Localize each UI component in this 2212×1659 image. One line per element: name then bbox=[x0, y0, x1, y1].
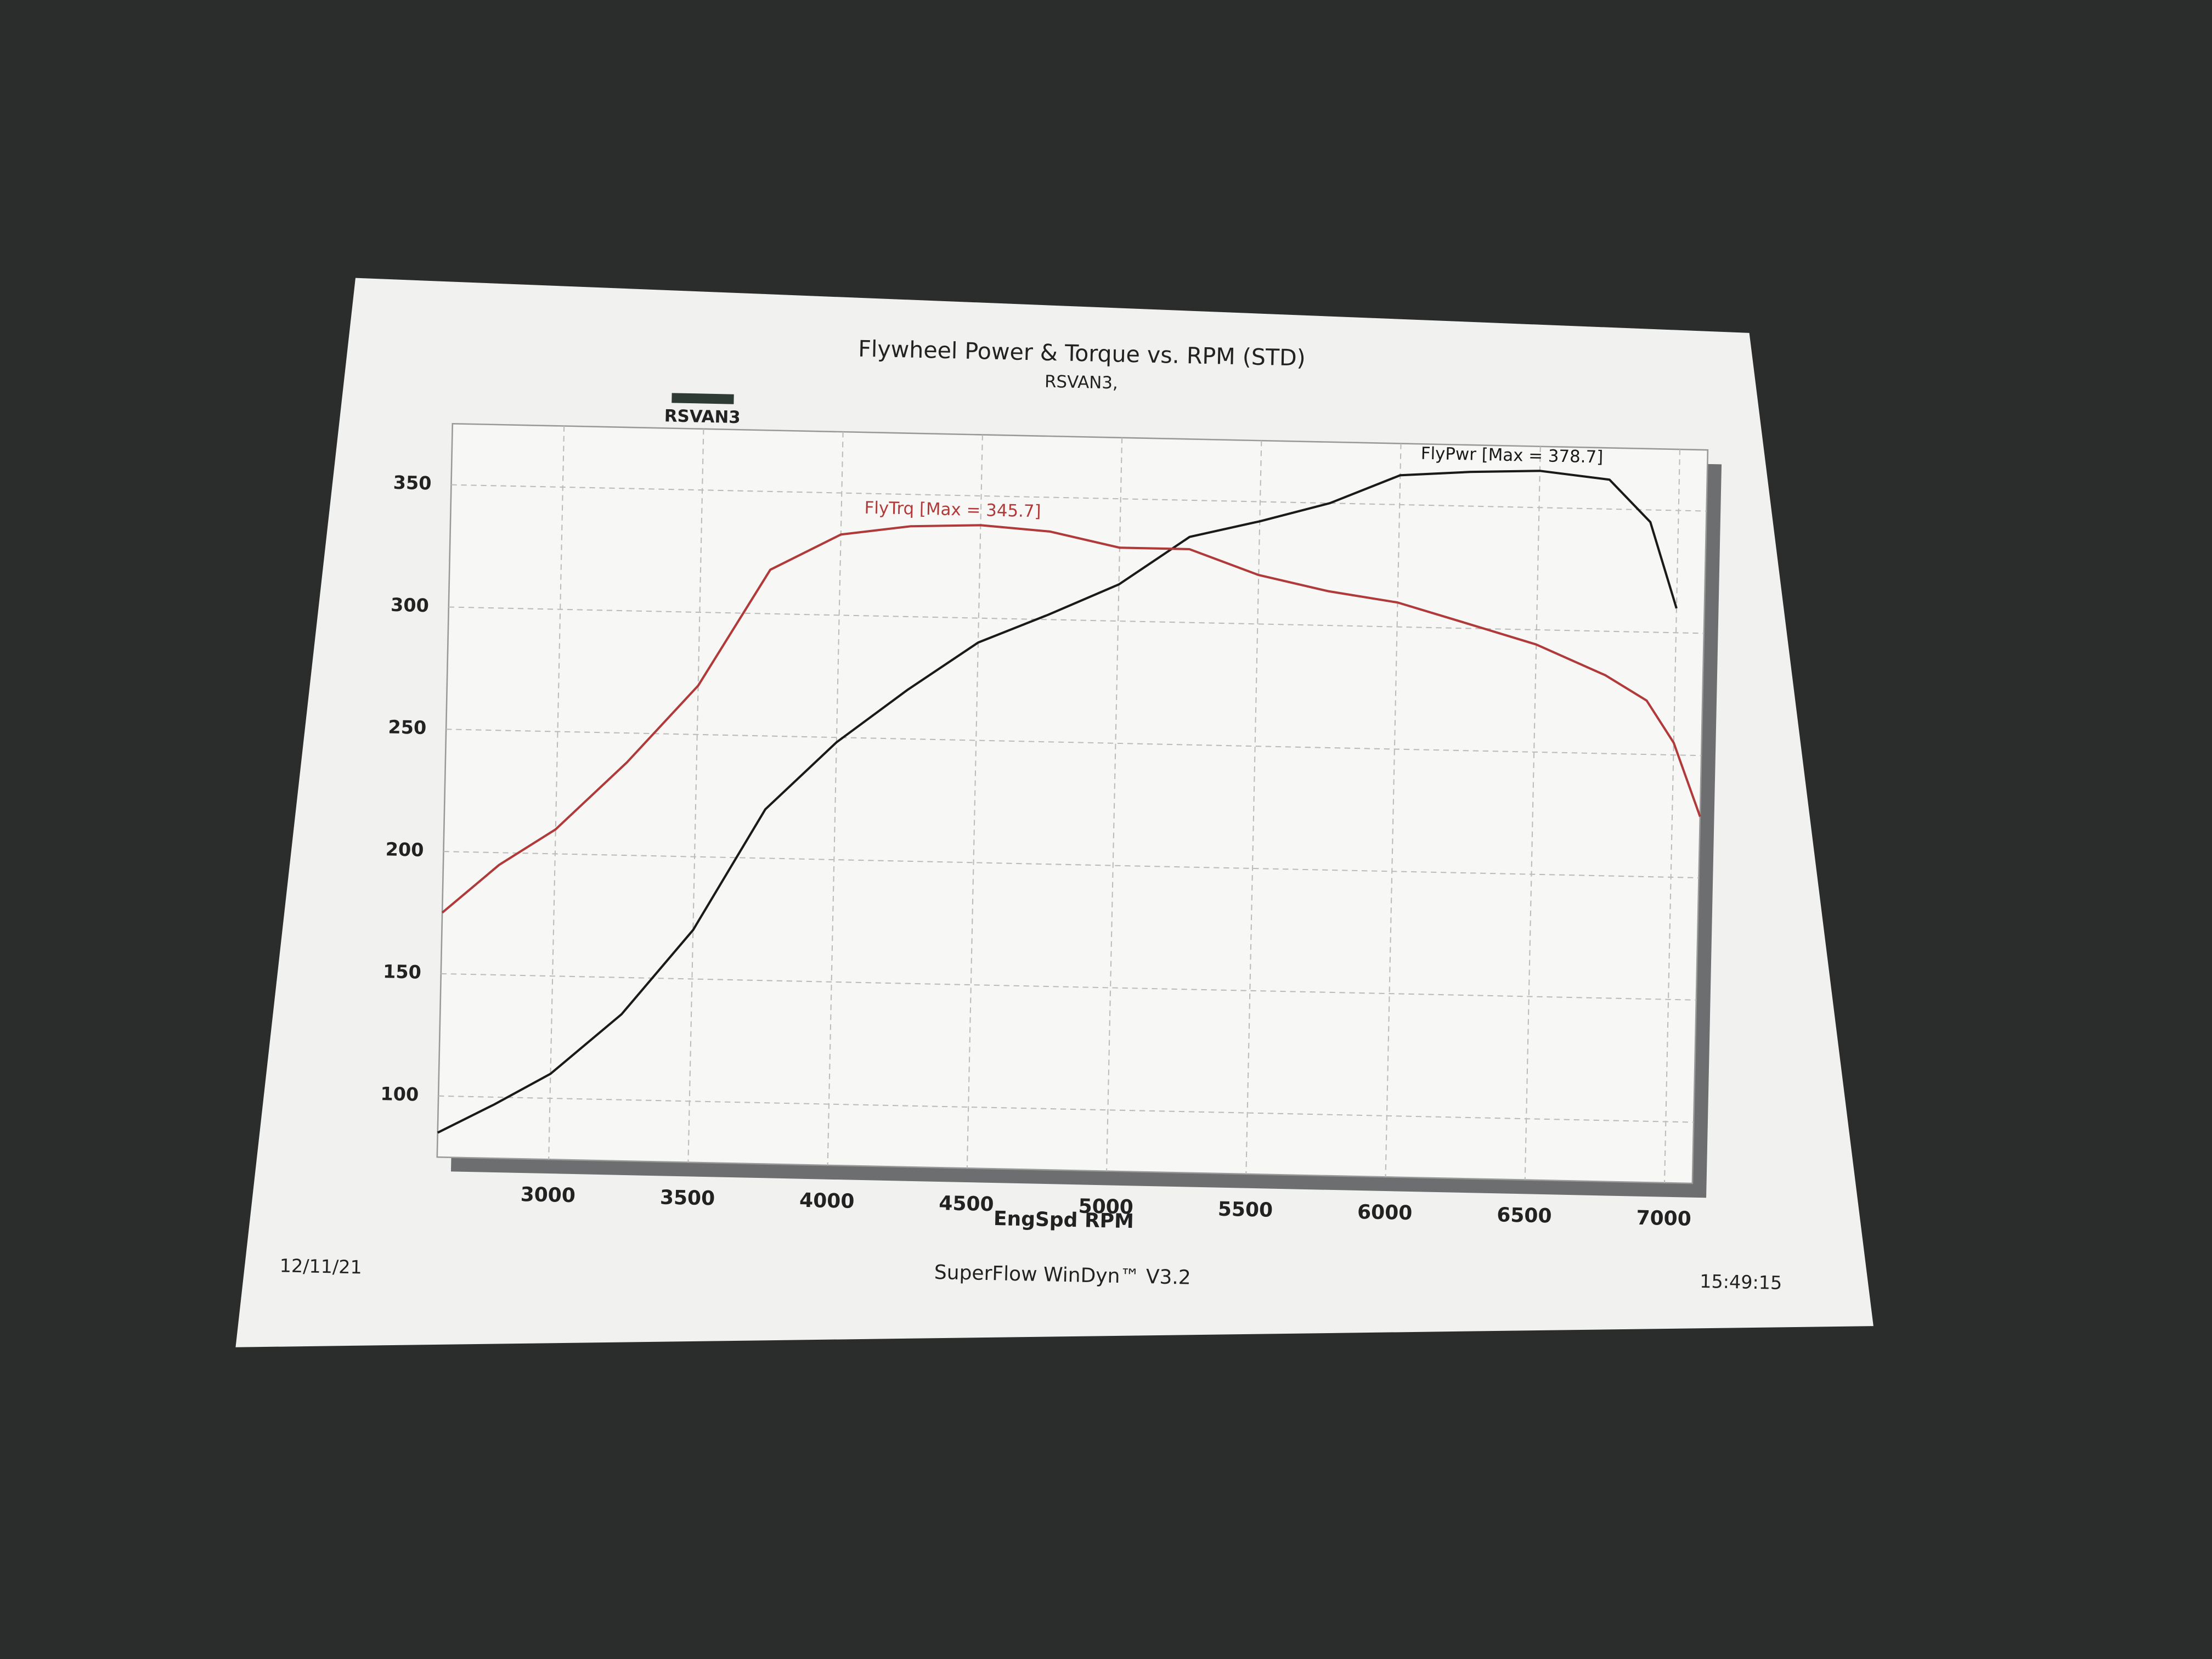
grid-line bbox=[448, 606, 1704, 634]
grid-line bbox=[548, 426, 565, 1160]
footer-time: 15:49:15 bbox=[1700, 1271, 1782, 1294]
x-tick-label: 4000 bbox=[799, 1189, 855, 1213]
footer-date: 12/11/21 bbox=[279, 1255, 362, 1278]
x-tick-label: 3500 bbox=[660, 1186, 715, 1210]
grid-line bbox=[1385, 443, 1402, 1177]
y-tick-label: 350 bbox=[393, 472, 432, 494]
grid-line bbox=[451, 484, 1707, 512]
legend-label: RSVAN3 bbox=[664, 406, 741, 427]
x-axis-label: EngSpd RPM bbox=[994, 1207, 1135, 1233]
legend-swatch bbox=[672, 393, 734, 404]
chart-subtitle: RSVAN3, bbox=[1045, 372, 1118, 393]
series-label: FlyTrq [Max = 345.7] bbox=[864, 498, 1041, 522]
grid-line bbox=[1524, 446, 1541, 1180]
plot-group: Flywheel Power & Torque vs. RPM (STD) RS… bbox=[279, 336, 1782, 1294]
grid-line bbox=[446, 729, 1702, 757]
line-series bbox=[441, 524, 1701, 914]
x-tick-label: 6000 bbox=[1357, 1201, 1413, 1224]
y-tick-label: 200 bbox=[385, 838, 424, 860]
x-tick-label: 3000 bbox=[520, 1183, 575, 1207]
footer-software: SuperFlow WinDyn™ V3.2 bbox=[934, 1261, 1192, 1289]
grid-line bbox=[441, 973, 1696, 1001]
grid-line bbox=[827, 432, 844, 1166]
x-tick-label: 5000 bbox=[1078, 1195, 1133, 1218]
y-tick-label: 100 bbox=[380, 1083, 419, 1105]
x-tick-label: 5500 bbox=[1217, 1198, 1273, 1222]
y-tick-label: 250 bbox=[388, 716, 427, 738]
series-label: FlyPwr [Max = 378.7] bbox=[1420, 444, 1603, 467]
grid-line bbox=[1245, 441, 1262, 1175]
x-tick-label: 4500 bbox=[939, 1192, 994, 1216]
grid-line bbox=[438, 1095, 1694, 1123]
grid-line bbox=[443, 851, 1699, 879]
y-tick-label: 150 bbox=[383, 961, 422, 983]
grid-line bbox=[966, 435, 983, 1169]
x-tick-label: 7000 bbox=[1636, 1207, 1691, 1231]
line-series bbox=[437, 470, 1678, 1134]
grid-line bbox=[687, 428, 704, 1163]
grid-line bbox=[1663, 449, 1681, 1183]
y-tick-label: 300 bbox=[391, 594, 430, 616]
grid-line bbox=[1106, 437, 1123, 1171]
x-tick-label: 6500 bbox=[1497, 1204, 1552, 1227]
